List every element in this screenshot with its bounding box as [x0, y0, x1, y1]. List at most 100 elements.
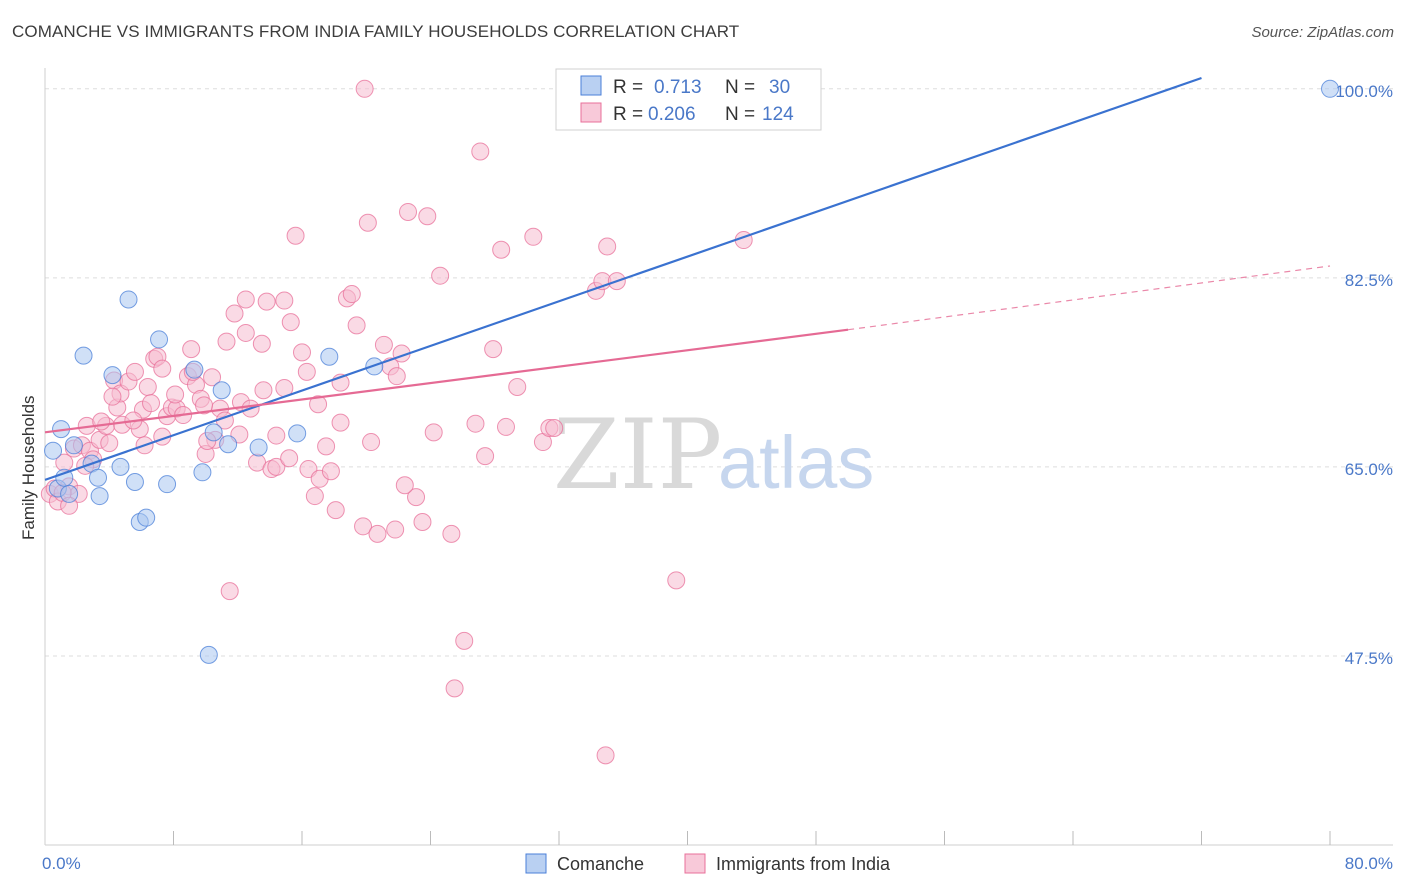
india-point — [236, 290, 255, 309]
legend-n-label-india: N = — [725, 104, 755, 125]
legend-r-label-india: R = — [613, 104, 643, 125]
india-point — [142, 394, 161, 413]
india-point — [92, 412, 111, 431]
india-point — [358, 213, 377, 232]
comanche-point — [249, 438, 268, 457]
india-point — [138, 377, 157, 396]
comanche-point — [193, 463, 212, 482]
india-point — [286, 226, 305, 245]
india-point — [399, 202, 418, 221]
y-axis-label: Family Households — [19, 395, 38, 540]
india-point — [442, 524, 461, 543]
x-axis-ticks — [173, 831, 1331, 845]
india-trend-extension — [848, 265, 1331, 331]
comanche-point — [288, 424, 307, 443]
y-tick-label: 65.0% — [1345, 460, 1393, 479]
comanche-point — [204, 423, 223, 442]
bottom-legend-swatch-india — [684, 853, 706, 874]
india-point — [342, 285, 361, 304]
watermark-zip: ZIP — [553, 399, 722, 511]
comanche-point — [103, 366, 122, 385]
comanche-point — [111, 457, 130, 476]
legend-swatch-comanche — [580, 75, 602, 96]
legend-r-value-comanche: 0.713 — [654, 77, 702, 98]
bottom-legend-label-comanche: Comanche — [557, 854, 644, 874]
india-point — [317, 437, 336, 456]
comanche-point — [55, 468, 74, 487]
comanche-point — [1321, 79, 1339, 98]
india-point — [280, 449, 299, 468]
india-point — [252, 334, 271, 353]
india-point — [445, 679, 464, 698]
india-point — [309, 395, 328, 414]
india-point — [476, 447, 495, 466]
india-point — [326, 501, 345, 520]
india-point — [368, 524, 387, 543]
gridlines — [45, 88, 1393, 657]
legend-n-label-comanche: N = — [725, 77, 755, 98]
india-point — [667, 571, 686, 590]
source-note: Source: ZipAtlas.com — [1251, 24, 1394, 41]
india-point — [321, 462, 340, 481]
india-point — [166, 385, 185, 404]
legend-r-value-india: 0.206 — [648, 104, 696, 125]
comanche-point — [90, 487, 109, 506]
comanche-point — [212, 381, 231, 400]
comanche-point — [44, 441, 63, 460]
comanche-point — [74, 346, 93, 365]
comanche-point — [199, 645, 218, 664]
india-point — [100, 434, 119, 453]
india-point — [407, 488, 426, 507]
india-point — [236, 323, 255, 342]
india-point — [496, 417, 515, 436]
india-point — [203, 368, 222, 387]
y-tick-label: 47.5% — [1345, 649, 1393, 668]
india-point — [182, 340, 201, 359]
chart-title: COMANCHE VS IMMIGRANTS FROM INDIA FAMILY… — [12, 22, 740, 41]
comanche-points — [44, 79, 1339, 664]
x-tick-label-max: 80.0% — [1345, 854, 1393, 873]
india-point — [386, 520, 405, 539]
comanche-point — [119, 290, 138, 309]
legend-n-value-india: 124 — [762, 104, 794, 125]
india-point — [331, 413, 350, 432]
india-point — [374, 335, 393, 354]
india-point — [257, 292, 276, 311]
india-point — [466, 414, 485, 433]
comanche-point — [64, 436, 83, 455]
series-legend: Comanche Immigrants from India — [525, 853, 891, 874]
comanche-point — [137, 508, 156, 527]
y-tick-label: 100.0% — [1335, 82, 1393, 101]
india-point — [297, 362, 316, 381]
comanche-point — [158, 475, 177, 494]
comanche-point — [320, 347, 339, 366]
india-point — [355, 79, 374, 98]
india-point — [267, 426, 286, 445]
india-point — [387, 367, 406, 386]
comanche-trend-line — [44, 76, 1202, 481]
comanche-point — [150, 330, 169, 349]
comanche-point — [185, 360, 204, 379]
comanche-point — [60, 484, 79, 503]
comanche-point — [125, 473, 144, 492]
india-point — [424, 423, 443, 442]
india-point — [103, 387, 122, 406]
india-point — [347, 316, 366, 335]
india-point — [492, 240, 511, 259]
india-point — [508, 377, 527, 396]
bottom-legend-swatch-comanche — [525, 853, 547, 874]
india-point — [362, 433, 381, 452]
india-point — [354, 517, 373, 536]
india-point — [395, 476, 414, 495]
india-point — [153, 359, 172, 378]
india-point — [293, 343, 311, 362]
india-point — [418, 207, 437, 226]
india-point — [484, 340, 503, 359]
india-point — [431, 266, 450, 285]
comanche-point — [219, 435, 238, 454]
legend-n-value-comanche: 30 — [769, 77, 790, 98]
india-point — [545, 419, 564, 438]
india-point — [275, 291, 294, 310]
india-point — [125, 362, 144, 381]
